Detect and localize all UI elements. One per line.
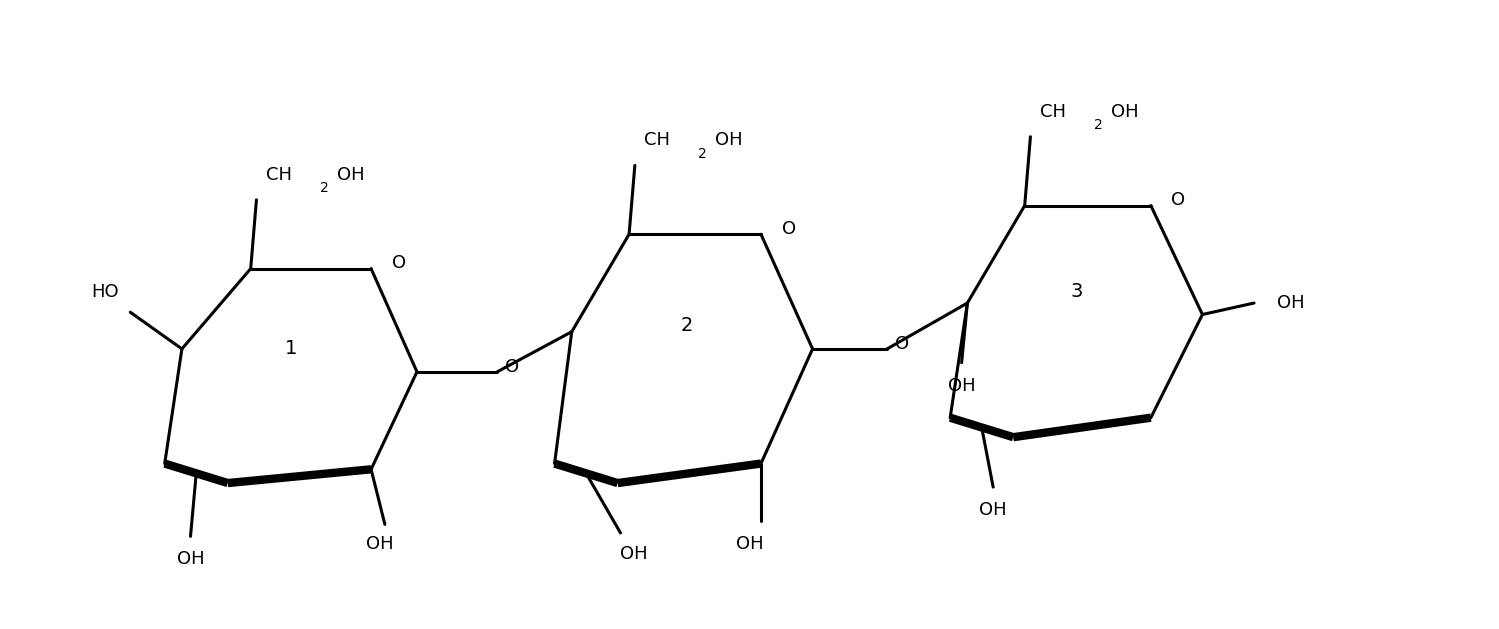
Text: O: O: [1172, 191, 1186, 209]
Text: OH: OH: [947, 377, 976, 394]
Text: O: O: [505, 359, 519, 376]
Text: CH: CH: [1040, 103, 1066, 121]
Text: O: O: [895, 335, 910, 353]
Text: HO: HO: [91, 282, 118, 301]
Text: 2: 2: [699, 147, 706, 161]
Text: OH: OH: [621, 545, 648, 562]
Text: OH: OH: [337, 165, 364, 184]
Text: OH: OH: [979, 501, 1007, 519]
Text: 2: 2: [319, 181, 328, 196]
Text: O: O: [781, 220, 796, 238]
Text: 3: 3: [1070, 282, 1082, 301]
Text: CH: CH: [265, 165, 292, 184]
Text: OH: OH: [736, 535, 763, 553]
Text: OH: OH: [366, 535, 394, 553]
Text: 2: 2: [1093, 118, 1102, 132]
Text: 2: 2: [681, 316, 693, 335]
Text: OH: OH: [177, 550, 204, 569]
Text: CH: CH: [645, 131, 670, 149]
Text: O: O: [391, 254, 406, 272]
Text: OH: OH: [715, 131, 742, 149]
Text: OH: OH: [1111, 103, 1138, 121]
Text: 1: 1: [285, 340, 297, 359]
Text: OH: OH: [1277, 294, 1304, 312]
